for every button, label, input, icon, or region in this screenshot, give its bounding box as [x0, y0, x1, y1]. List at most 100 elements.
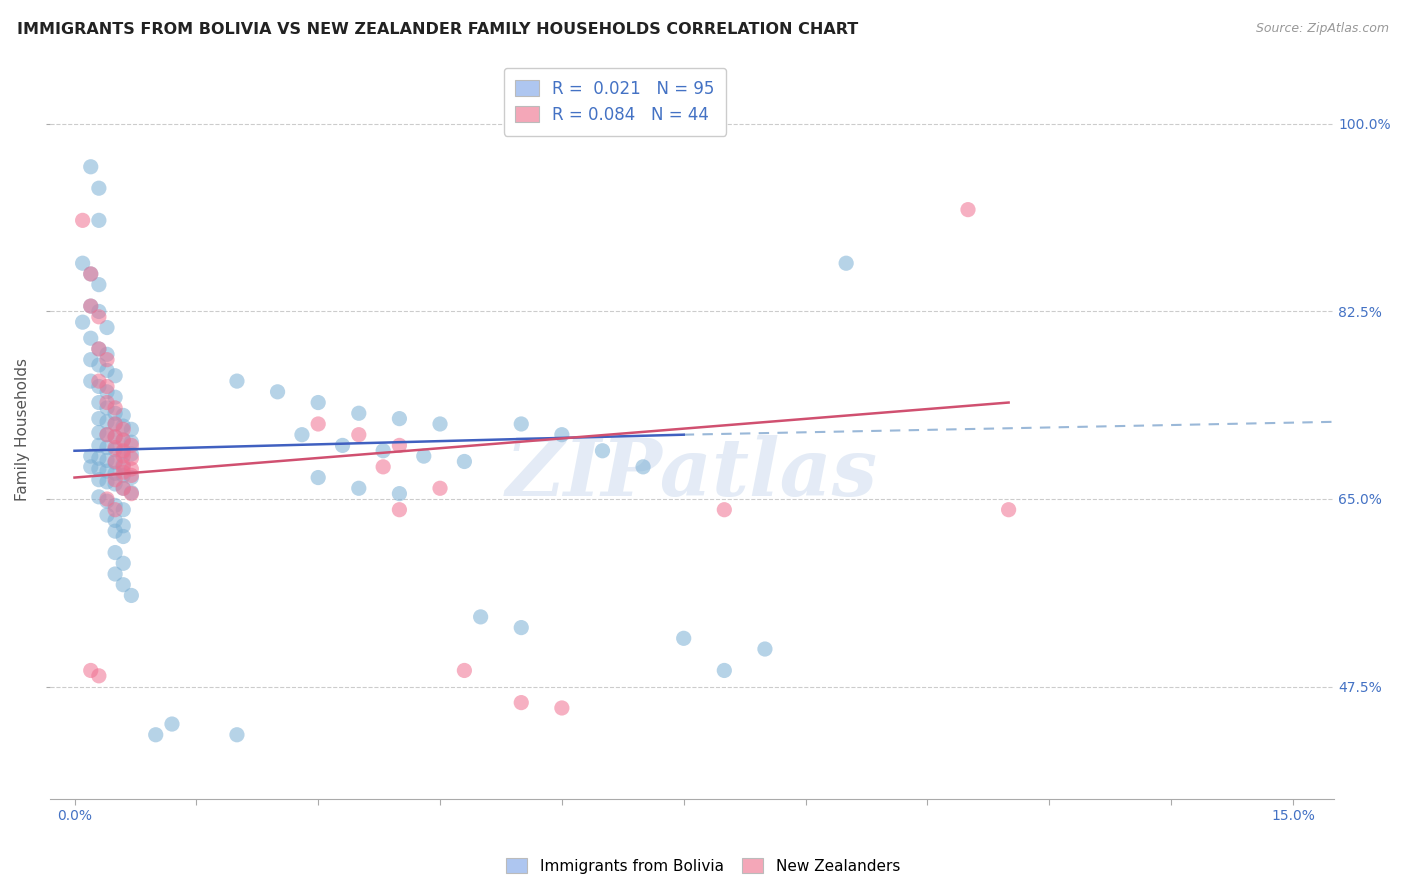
- Point: [510, 417, 533, 431]
- Point: [104, 417, 127, 431]
- Point: [96, 379, 118, 393]
- Point: [104, 473, 127, 487]
- Point: [672, 632, 695, 646]
- Point: [104, 430, 127, 444]
- Point: [592, 443, 614, 458]
- Point: [96, 401, 118, 415]
- Point: [120, 422, 142, 436]
- Point: [453, 664, 475, 678]
- Point: [96, 347, 118, 361]
- Point: [112, 481, 135, 495]
- Point: [104, 390, 127, 404]
- Point: [96, 494, 118, 508]
- Point: [429, 481, 451, 495]
- Point: [112, 458, 135, 472]
- Point: [72, 315, 94, 329]
- Point: [120, 470, 142, 484]
- Point: [412, 449, 434, 463]
- Point: [87, 342, 110, 356]
- Point: [112, 443, 135, 458]
- Point: [96, 453, 118, 467]
- Point: [307, 470, 329, 484]
- Point: [631, 459, 654, 474]
- Point: [104, 502, 127, 516]
- Point: [72, 213, 94, 227]
- Point: [104, 513, 127, 527]
- Point: [120, 468, 142, 483]
- Point: [96, 395, 118, 409]
- Point: [104, 430, 127, 444]
- Point: [112, 468, 135, 483]
- Point: [307, 395, 329, 409]
- Point: [347, 406, 370, 420]
- Point: [80, 160, 103, 174]
- Point: [112, 518, 135, 533]
- Point: [87, 669, 110, 683]
- Point: [87, 411, 110, 425]
- Point: [87, 379, 110, 393]
- Y-axis label: Family Households: Family Households: [15, 358, 30, 500]
- Point: [87, 438, 110, 452]
- Point: [997, 502, 1019, 516]
- Point: [332, 438, 354, 452]
- Point: [87, 451, 110, 466]
- Point: [388, 502, 411, 516]
- Point: [96, 320, 118, 334]
- Point: [104, 456, 127, 470]
- Point: [120, 589, 142, 603]
- Point: [80, 267, 103, 281]
- Point: [429, 417, 451, 431]
- Point: [120, 451, 142, 466]
- Point: [87, 342, 110, 356]
- Point: [80, 267, 103, 281]
- Point: [87, 374, 110, 388]
- Point: [104, 401, 127, 415]
- Point: [112, 502, 135, 516]
- Point: [104, 477, 127, 491]
- Point: [145, 728, 167, 742]
- Point: [266, 384, 288, 399]
- Point: [87, 358, 110, 372]
- Point: [112, 433, 135, 447]
- Point: [96, 508, 118, 522]
- Point: [80, 664, 103, 678]
- Point: [80, 331, 103, 345]
- Point: [551, 427, 574, 442]
- Point: [96, 427, 118, 442]
- Point: [104, 442, 127, 457]
- Point: [112, 459, 135, 474]
- Point: [160, 717, 183, 731]
- Point: [80, 459, 103, 474]
- Point: [96, 352, 118, 367]
- Point: [713, 664, 735, 678]
- Point: [347, 427, 370, 442]
- Point: [120, 447, 142, 461]
- Point: [104, 441, 127, 455]
- Point: [96, 363, 118, 377]
- Point: [226, 374, 249, 388]
- Point: [956, 202, 979, 217]
- Point: [80, 352, 103, 367]
- Point: [112, 445, 135, 459]
- Point: [87, 425, 110, 440]
- Point: [120, 462, 142, 476]
- Point: [388, 438, 411, 452]
- Point: [120, 435, 142, 450]
- Point: [307, 417, 329, 431]
- Point: [112, 409, 135, 423]
- Point: [87, 304, 110, 318]
- Point: [373, 443, 395, 458]
- Point: [96, 427, 118, 442]
- Point: [96, 491, 118, 506]
- Point: [373, 459, 395, 474]
- Point: [104, 417, 127, 431]
- Point: [104, 454, 127, 468]
- Point: [112, 529, 135, 543]
- Point: [112, 465, 135, 479]
- Point: [754, 642, 776, 657]
- Point: [80, 299, 103, 313]
- Text: Source: ZipAtlas.com: Source: ZipAtlas.com: [1256, 22, 1389, 36]
- Point: [87, 473, 110, 487]
- Point: [388, 411, 411, 425]
- Point: [104, 545, 127, 559]
